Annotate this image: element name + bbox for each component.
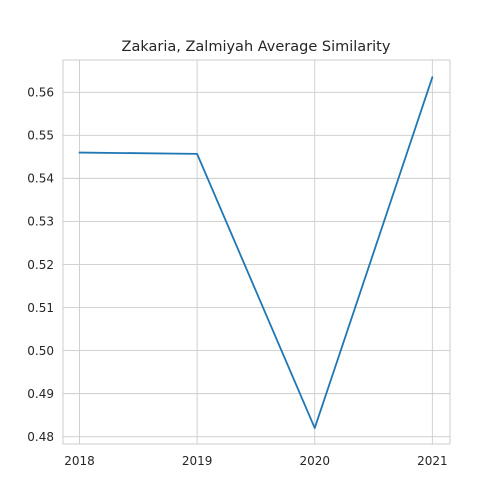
y-tick-label: 0.49 — [27, 387, 54, 401]
chart-title: Zakaria, Zalmiyah Average Similarity — [122, 39, 391, 55]
x-gridlines — [79, 60, 433, 444]
plot-frame — [62, 59, 451, 445]
x-tick-labels: 2018 2019 2020 2021 — [64, 454, 447, 468]
series-line — [78, 76, 434, 429]
y-tick-label: 0.48 — [27, 430, 54, 444]
y-tick-label: 0.55 — [27, 129, 54, 143]
y-tick-label: 0.51 — [27, 301, 54, 315]
x-tick-label: 2020 — [299, 454, 330, 468]
y-tick-label: 0.56 — [27, 86, 54, 100]
series-layer — [78, 76, 434, 429]
y-tick-label: 0.52 — [27, 258, 54, 272]
y-tick-label: 0.54 — [27, 172, 54, 186]
x-tick-label: 2021 — [417, 454, 448, 468]
y-tick-label: 0.53 — [27, 215, 54, 229]
y-tick-labels: 0.48 0.49 0.50 0.51 0.52 0.53 0.54 0.55 0.56 — [27, 86, 54, 444]
x-tick-label: 2019 — [182, 454, 213, 468]
y-tick-label: 0.50 — [27, 344, 54, 358]
y-gridlines — [63, 91, 450, 438]
x-tick-label: 2018 — [64, 454, 95, 468]
